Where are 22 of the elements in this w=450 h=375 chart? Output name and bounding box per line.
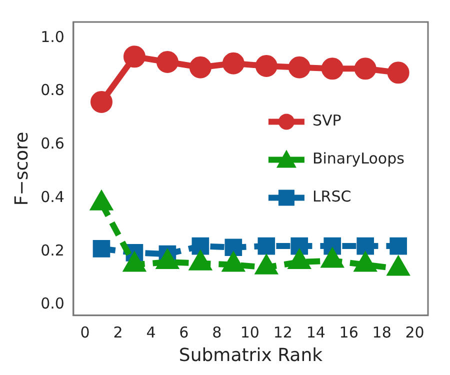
x-tick-label: 16	[339, 323, 358, 342]
x-tick-label: 18	[372, 323, 392, 342]
x-tick-label: 12	[273, 323, 292, 342]
legend-label: LRSC	[312, 188, 352, 206]
y-tick-label: 0.4	[40, 188, 64, 206]
y-tick-label: 0.2	[40, 241, 64, 260]
x-tick-label: 20	[405, 323, 424, 342]
x-axis-title: Submatrix Rank	[178, 344, 324, 366]
legend-label: SVP	[312, 112, 342, 130]
x-tick-label: 6	[179, 323, 189, 342]
x-tick-label: 4	[146, 323, 156, 342]
x-tick-label: 2	[113, 323, 123, 342]
y-tick-label: 0.0	[40, 294, 64, 313]
y-tick-label: 0.6	[40, 134, 64, 153]
x-tick-label: 10	[240, 323, 260, 342]
y-axis-title: F−score	[11, 132, 32, 206]
x-tick-label: 14	[306, 323, 326, 342]
y-tick-label: 0.8	[40, 81, 64, 100]
y-tick-label: 1.0	[40, 28, 64, 46]
x-tick-label: 0	[80, 323, 90, 342]
legend-label: BinaryLoops	[312, 150, 405, 168]
x-tick-label: 8	[212, 323, 222, 342]
